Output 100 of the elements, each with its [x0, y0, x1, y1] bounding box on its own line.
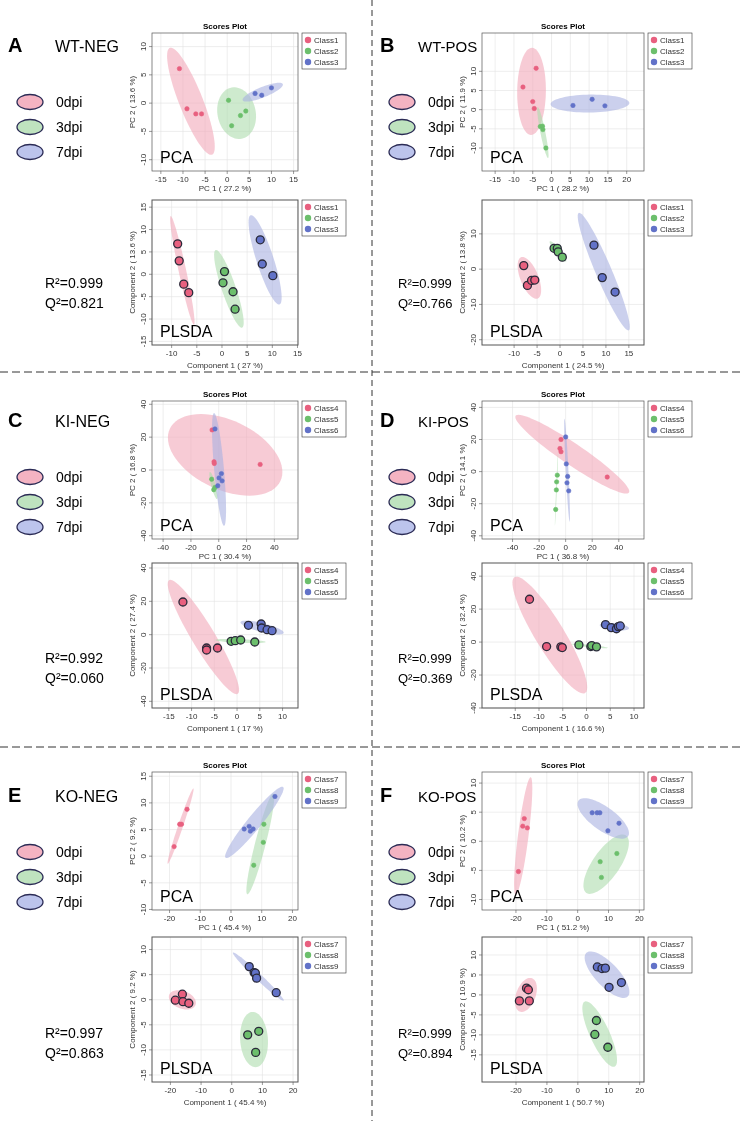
y-tick-label: 0: [469, 992, 478, 998]
y-tick-label: -20: [469, 333, 478, 346]
y-tick-label: 20: [139, 432, 148, 442]
y-tick-label: 0: [139, 996, 148, 1002]
x-tick-label: -10: [165, 349, 178, 358]
y-tick-label: 40: [139, 563, 148, 573]
category-label: 7dpi: [428, 519, 455, 535]
y-tick-label: 0: [139, 631, 148, 637]
y-axis-title: PC 2 ( 13.6 %): [128, 75, 137, 129]
x-tick-label: -40: [506, 543, 519, 552]
legend-label: Class6: [660, 587, 685, 597]
text: Q²=0.369: [398, 671, 453, 686]
y-tick-label: -10: [139, 1043, 148, 1056]
y-tick-label: 0: [469, 639, 478, 645]
y-tick-label: -10: [469, 893, 478, 906]
y-tick-label: 5: [139, 72, 148, 78]
x-tick-label: -15: [155, 175, 168, 184]
category-label: 0dpi: [428, 94, 455, 110]
y-axis-title: PC 2 ( 10.2 %): [458, 814, 467, 868]
text: R²=0.999: [398, 1026, 452, 1041]
x-tick-label: -5: [193, 349, 201, 358]
x-tick-label: 5: [244, 349, 250, 358]
text: WT-POS: [418, 38, 478, 55]
x-tick-label: -5: [210, 712, 219, 721]
legend-label: Class2: [314, 46, 339, 56]
x-tick-label: -10: [185, 712, 198, 721]
category-label: 3dpi: [428, 869, 455, 885]
category-label: 7dpi: [428, 144, 455, 160]
x-tick-label: 10: [278, 712, 288, 721]
legend-label: Class8: [314, 785, 339, 795]
text: R²=0.992: [45, 650, 104, 666]
y-tick-label: 10: [139, 41, 148, 52]
y-tick-label: 5: [139, 971, 148, 977]
legend-label: Class3: [314, 57, 339, 67]
legend-label: Class7: [660, 774, 685, 784]
legend-label: Class5: [660, 414, 685, 424]
x-tick-label: -40: [157, 543, 170, 552]
x-axis-title: Component 1 ( 16.6 %): [521, 724, 605, 733]
x-tick-label: 0: [219, 349, 225, 358]
y-tick-label: 10: [139, 224, 148, 234]
y-tick-label: 10: [139, 797, 148, 808]
category-label: 3dpi: [56, 869, 83, 885]
y-tick-label: 5: [469, 809, 478, 815]
y-tick-label: 0: [469, 266, 478, 272]
x-tick-label: -20: [163, 914, 176, 923]
text: Q²=0.894: [398, 1046, 453, 1061]
legend-label: Class9: [314, 961, 339, 971]
text: R²=0.999: [45, 275, 104, 291]
legend-label: Class3: [314, 224, 339, 234]
x-tick-label: 0: [557, 349, 563, 358]
x-tick-label: -20: [533, 543, 546, 552]
y-tick-label: 10: [469, 949, 478, 960]
y-tick-label: -10: [139, 153, 148, 166]
text: Q²=0.821: [45, 295, 104, 311]
y-tick-label: -10: [469, 298, 478, 311]
chart-title: Scores Plot: [202, 390, 248, 399]
legend-label: Class7: [660, 939, 685, 949]
x-tick-label: 15: [289, 175, 299, 184]
y-axis-title: Component 2 ( 13.6 %): [128, 230, 137, 314]
y-tick-label: -20: [469, 668, 478, 681]
legend-label: Class4: [660, 565, 685, 575]
category-label: 0dpi: [428, 844, 455, 860]
x-tick-label: 20: [288, 1086, 299, 1095]
legend-label: Class1: [660, 35, 685, 45]
category-label: 3dpi: [56, 494, 83, 510]
x-tick-label: 10: [257, 1086, 268, 1095]
text: Q²=0.863: [45, 1045, 104, 1061]
y-tick-label: -10: [469, 1028, 478, 1041]
legend-label: Class1: [660, 202, 685, 212]
text: R²=0.997: [45, 1025, 104, 1041]
x-tick-label: 0: [563, 543, 569, 552]
chart-title: Scores Plot: [202, 22, 248, 31]
legend-label: Class8: [660, 950, 685, 960]
category-label: 7dpi: [428, 894, 455, 910]
y-tick-label: -5: [139, 1020, 148, 1029]
y-axis-title: Component 2 ( 13.8 %): [458, 230, 467, 314]
chart-title: Scores Plot: [202, 761, 248, 770]
annotation: PLSDA: [490, 686, 543, 703]
y-tick-label: 5: [469, 972, 478, 978]
y-tick-label: -20: [139, 661, 148, 674]
chart-title: Scores Plot: [540, 22, 586, 31]
x-axis-title: Component 1 ( 17 %): [186, 724, 264, 733]
legend-label: Class6: [660, 425, 685, 435]
x-tick-label: 15: [624, 349, 634, 358]
y-axis-title: PC 2 ( 9.2 %): [128, 816, 137, 866]
category-label: 7dpi: [56, 894, 83, 910]
category-label: 3dpi: [56, 119, 83, 135]
annotation: PLSDA: [160, 323, 213, 340]
x-tick-label: 0: [234, 712, 240, 721]
text: D: [380, 409, 395, 431]
x-axis-title: Component 1 ( 45.4 %): [183, 1098, 267, 1107]
x-tick-label: 10: [601, 349, 611, 358]
legend-label: Class5: [314, 414, 339, 424]
x-tick-label: 20: [587, 543, 598, 552]
x-tick-label: 20: [242, 543, 252, 552]
legend-label: Class1: [314, 35, 339, 45]
text: B: [380, 34, 395, 56]
legend-label: Class4: [314, 565, 339, 575]
y-tick-label: 5: [139, 826, 148, 832]
x-axis-title: PC 1 ( 45.4 %): [198, 923, 252, 932]
